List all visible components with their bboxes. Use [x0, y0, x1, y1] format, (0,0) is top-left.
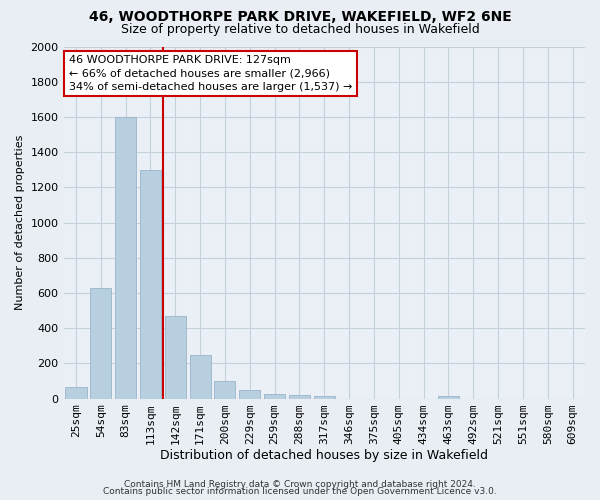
Bar	[214, 381, 235, 398]
Bar	[190, 354, 211, 399]
Bar	[264, 394, 285, 398]
Bar	[289, 395, 310, 398]
Text: Contains HM Land Registry data © Crown copyright and database right 2024.: Contains HM Land Registry data © Crown c…	[124, 480, 476, 489]
Bar	[115, 117, 136, 398]
X-axis label: Distribution of detached houses by size in Wakefield: Distribution of detached houses by size …	[160, 450, 488, 462]
Text: Size of property relative to detached houses in Wakefield: Size of property relative to detached ho…	[121, 22, 479, 36]
Bar	[140, 170, 161, 398]
Bar	[438, 396, 459, 398]
Bar	[314, 396, 335, 398]
Text: 46 WOODTHORPE PARK DRIVE: 127sqm
← 66% of detached houses are smaller (2,966)
34: 46 WOODTHORPE PARK DRIVE: 127sqm ← 66% o…	[69, 56, 352, 92]
Bar	[239, 390, 260, 398]
Bar	[65, 387, 86, 398]
Bar	[90, 288, 112, 399]
Bar	[165, 316, 186, 398]
Y-axis label: Number of detached properties: Number of detached properties	[15, 135, 25, 310]
Text: Contains public sector information licensed under the Open Government Licence v3: Contains public sector information licen…	[103, 487, 497, 496]
Text: 46, WOODTHORPE PARK DRIVE, WAKEFIELD, WF2 6NE: 46, WOODTHORPE PARK DRIVE, WAKEFIELD, WF…	[89, 10, 511, 24]
